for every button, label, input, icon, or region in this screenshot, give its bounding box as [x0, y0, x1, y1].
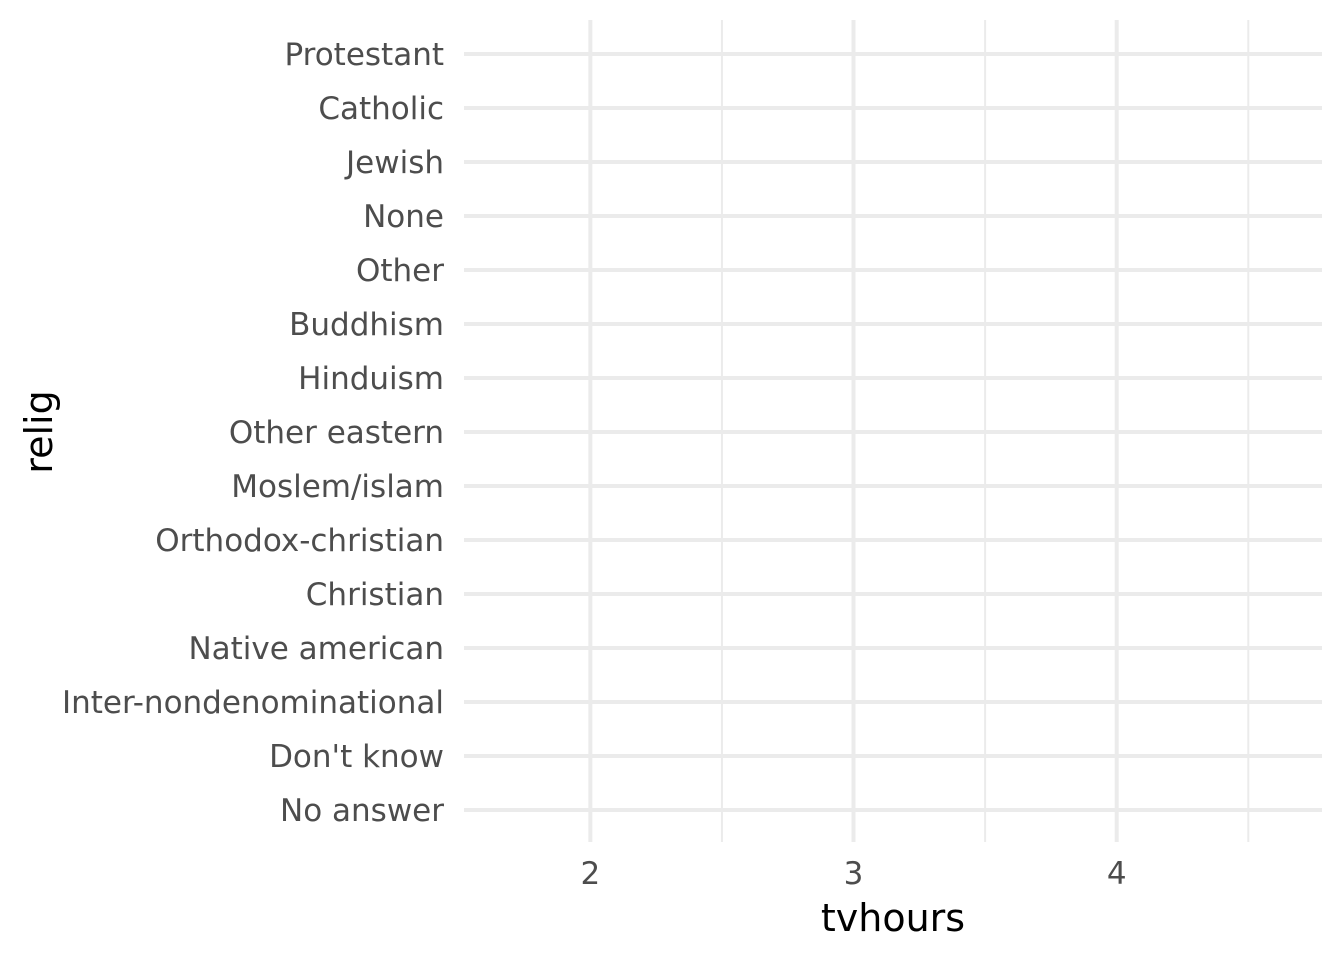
y-axis-title: relig [17, 390, 61, 473]
x-axis-title: tvhours [821, 896, 965, 940]
y-tick-labels: Protestant Catholic Jewish None Other Buddhis… [62, 37, 444, 829]
y-tick-label: Catholic [318, 91, 444, 127]
y-tick-label: Jewish [344, 145, 444, 181]
y-tick-label: Protestant [284, 37, 444, 73]
grid-layer [464, 20, 1322, 842]
x-tick-labels: 2 3 4 [580, 856, 1126, 892]
y-tick-label: Native american [188, 631, 444, 667]
y-tick-label: Orthodox-christian [155, 523, 444, 559]
y-tick-label: None [363, 199, 444, 235]
y-tick-label: Moslem/islam [231, 469, 444, 505]
y-tick-label: Inter-nondenominational [62, 685, 444, 721]
y-tick-label: Christian [306, 577, 444, 613]
x-tick-label: 3 [844, 856, 864, 892]
y-tick-label: Buddhism [289, 307, 444, 343]
y-tick-label: Hinduism [298, 361, 444, 397]
y-tick-label: Other eastern [229, 415, 444, 451]
y-tick-label: Other [356, 253, 444, 289]
y-tick-label: No answer [280, 793, 444, 829]
y-tick-label: Don't know [269, 739, 444, 775]
x-tick-label: 2 [580, 856, 600, 892]
x-tick-label: 4 [1107, 856, 1127, 892]
